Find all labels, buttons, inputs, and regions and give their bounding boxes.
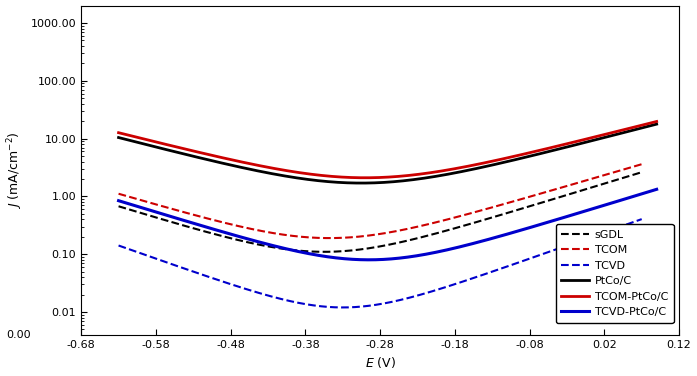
TCVD — [638, 217, 646, 221]
PtCo/C — [208, 158, 216, 163]
TCOM-PtCo/C — [321, 173, 329, 178]
TCVD-PtCo/C — [344, 257, 353, 261]
Line: TCOM-PtCo/C: TCOM-PtCo/C — [118, 121, 657, 178]
TCOM — [205, 217, 213, 221]
sGDL — [114, 204, 123, 209]
TCVD — [339, 305, 347, 310]
TCVD — [205, 275, 213, 279]
TCOM-PtCo/C — [642, 122, 650, 126]
TCVD-PtCo/C — [176, 217, 184, 221]
PtCo/C — [358, 181, 366, 185]
TCOM-PtCo/C — [176, 146, 184, 150]
TCOM-PtCo/C — [208, 153, 216, 158]
Line: TCOM: TCOM — [118, 164, 642, 238]
PtCo/C — [584, 139, 592, 144]
TCOM-PtCo/C — [652, 119, 661, 124]
TCVD-PtCo/C — [114, 199, 123, 203]
TCOM — [571, 181, 579, 186]
PtCo/C — [652, 122, 661, 126]
PtCo/C — [176, 151, 184, 155]
TCOM — [114, 191, 123, 196]
Line: PtCo/C: PtCo/C — [118, 124, 657, 183]
sGDL — [315, 250, 323, 254]
TCVD-PtCo/C — [584, 208, 592, 212]
Line: sGDL: sGDL — [118, 172, 642, 252]
PtCo/C — [344, 180, 353, 185]
TCOM-PtCo/C — [361, 176, 369, 180]
sGDL — [638, 170, 646, 174]
TCVD-PtCo/C — [652, 187, 661, 191]
sGDL — [205, 230, 213, 235]
TCVD-PtCo/C — [365, 258, 373, 262]
Legend: sGDL, TCOM, TCVD, PtCo/C, TCOM-PtCo/C, TCVD-PtCo/C: sGDL, TCOM, TCVD, PtCo/C, TCOM-PtCo/C, T… — [556, 224, 673, 323]
PtCo/C — [114, 135, 123, 140]
TCOM — [638, 162, 646, 167]
TCVD-PtCo/C — [642, 190, 650, 195]
TCVD — [174, 264, 183, 269]
Line: TCVD: TCVD — [118, 219, 642, 308]
PtCo/C — [321, 179, 329, 183]
TCOM-PtCo/C — [584, 136, 592, 141]
TCVD — [337, 305, 346, 310]
TCOM — [627, 165, 636, 170]
Line: TCVD-PtCo/C: TCVD-PtCo/C — [118, 189, 657, 260]
TCOM — [315, 236, 323, 240]
sGDL — [571, 190, 579, 195]
TCVD — [627, 220, 636, 225]
sGDL — [627, 173, 636, 177]
TCVD-PtCo/C — [208, 226, 216, 231]
PtCo/C — [642, 124, 650, 129]
X-axis label: $E$ (V): $E$ (V) — [365, 355, 396, 370]
TCVD — [114, 243, 123, 248]
sGDL — [338, 249, 346, 253]
sGDL — [320, 250, 328, 254]
TCOM — [174, 208, 183, 213]
TCVD — [571, 240, 579, 245]
TCVD-PtCo/C — [321, 254, 329, 259]
Y-axis label: $J$ (mA/cm$^{-2}$): $J$ (mA/cm$^{-2}$) — [6, 132, 25, 209]
sGDL — [174, 222, 183, 226]
TCVD — [315, 304, 323, 308]
TCOM — [325, 236, 333, 240]
Text: 0.00: 0.00 — [6, 330, 31, 340]
TCOM-PtCo/C — [344, 175, 353, 180]
TCOM-PtCo/C — [114, 130, 123, 135]
TCOM — [338, 236, 346, 240]
